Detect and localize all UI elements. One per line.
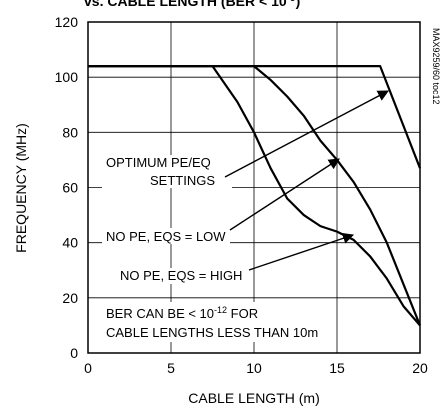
- x-tick-label: 10: [246, 360, 262, 376]
- x-tick-label: 15: [329, 360, 345, 376]
- y-axis-label: FREQUENCY (MHz): [13, 123, 29, 253]
- x-tick-label: 20: [412, 360, 428, 376]
- y-tick-label: 120: [55, 14, 79, 30]
- series-no-pe-eqs-high: [88, 65, 421, 327]
- y-tick-label: 0: [70, 345, 78, 361]
- y-tick-label: 40: [62, 235, 78, 251]
- x-axis-label: CABLE LENGTH (m): [188, 390, 319, 406]
- annotation-ber-line1: BER CAN BE < 10-12 FOR: [106, 305, 258, 321]
- annotation-optimum-line1: OPTIMUM PE/EQ: [106, 155, 211, 170]
- y-tick-label: 80: [62, 124, 78, 140]
- plot-frame: [87, 21, 421, 354]
- arrow-low: [229, 158, 340, 231]
- x-tick-label: 5: [167, 360, 175, 376]
- y-tick-label: 100: [55, 69, 79, 85]
- arrow-optimum: [224, 90, 389, 178]
- side-label: MAX9259/60 toc12: [431, 28, 441, 105]
- series-lines: [88, 65, 422, 327]
- annotation-optimum-line2: SETTINGS: [150, 173, 215, 188]
- arrow-high: [248, 232, 355, 271]
- annotation-low: NO PE, EQS = LOW: [106, 229, 226, 244]
- series-no-pe-eqs-low: [88, 65, 422, 326]
- tick-labels: 0 5 10 15 20 0 20 40 60 80 100 120: [55, 14, 428, 376]
- annotation-high: NO PE, EQS = HIGH: [120, 268, 242, 283]
- y-tick-label: 60: [62, 180, 78, 196]
- chart-title: vs. CABLE LENGTH (BER < 10-9): [84, 0, 300, 9]
- annotation-ber-line2: CABLE LENGTHS LESS THAN 10m: [106, 325, 318, 340]
- x-tick-label: 0: [84, 360, 92, 376]
- y-tick-label: 20: [62, 290, 78, 306]
